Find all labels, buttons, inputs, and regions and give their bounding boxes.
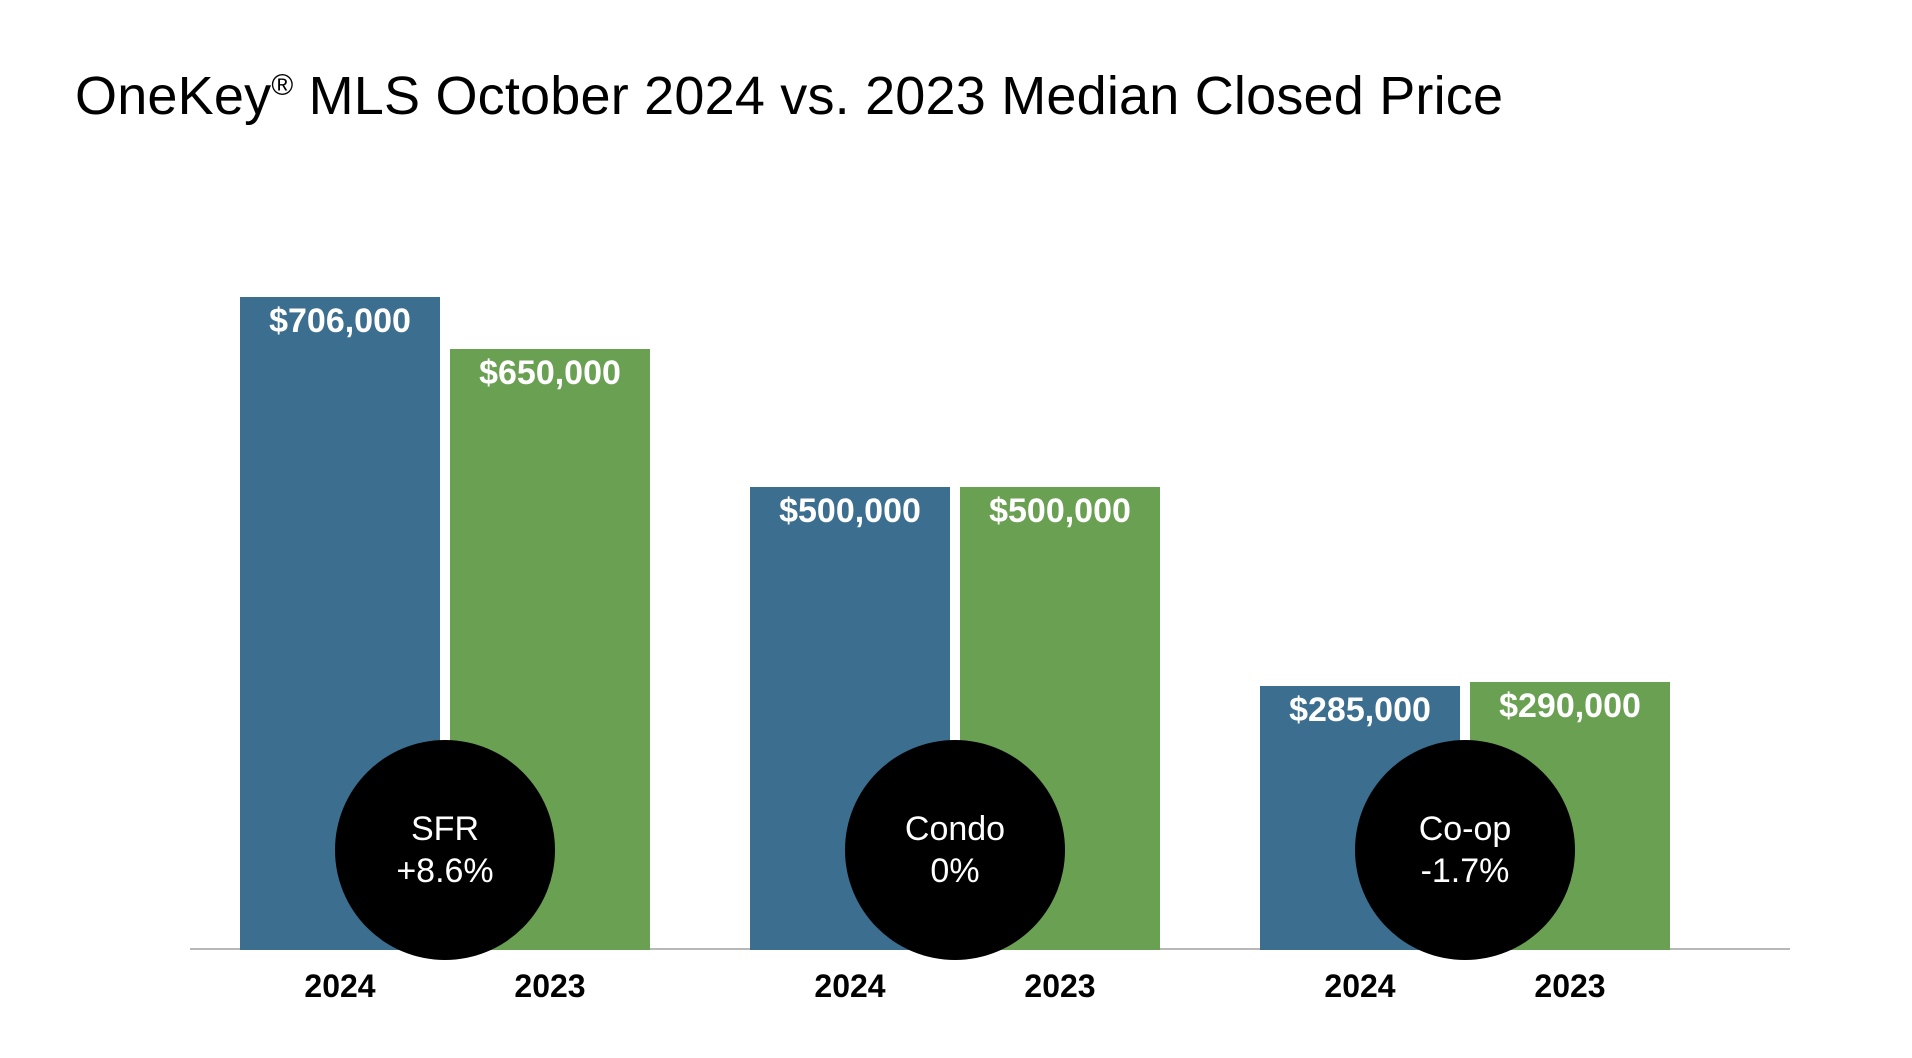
title-pre: OneKey — [75, 66, 271, 126]
badge-sfr: SFR +8.6% — [335, 740, 555, 960]
xlabel-coop-2024: 2024 — [1260, 968, 1460, 1005]
xlabel-sfr-2024: 2024 — [240, 968, 440, 1005]
bar-group-sfr: $706,000 $650,000 2024 2023 SFR +8.6% — [240, 210, 660, 950]
badge-sfr-pct: +8.6% — [396, 850, 493, 893]
xlabel-sfr-2023: 2023 — [450, 968, 650, 1005]
page: OneKey® MLS October 2024 vs. 2023 Median… — [0, 0, 1912, 1058]
xlabel-condo-2024: 2024 — [750, 968, 950, 1005]
badge-condo: Condo 0% — [845, 740, 1065, 960]
value-label-coop-2023: $290,000 — [1470, 687, 1670, 726]
bar-chart: $706,000 $650,000 2024 2023 SFR +8.6% $5… — [190, 210, 1730, 950]
page-title: OneKey® MLS October 2024 vs. 2023 Median… — [75, 65, 1503, 127]
xlabel-coop-2023: 2023 — [1470, 968, 1670, 1005]
badge-coop: Co-op -1.7% — [1355, 740, 1575, 960]
bar-group-condo: $500,000 $500,000 2024 2023 Condo 0% — [750, 210, 1170, 950]
title-post: MLS October 2024 vs. 2023 Median Closed … — [293, 66, 1503, 126]
badge-coop-pct: -1.7% — [1421, 850, 1510, 893]
value-label-coop-2024: $285,000 — [1260, 691, 1460, 730]
badge-coop-category: Co-op — [1419, 808, 1512, 851]
badge-condo-category: Condo — [905, 808, 1005, 851]
value-label-sfr-2024: $706,000 — [240, 302, 440, 341]
xlabel-condo-2023: 2023 — [960, 968, 1160, 1005]
badge-sfr-category: SFR — [411, 808, 479, 851]
value-label-condo-2023: $500,000 — [960, 492, 1160, 531]
value-label-sfr-2023: $650,000 — [450, 354, 650, 393]
badge-condo-pct: 0% — [930, 850, 979, 893]
registered-mark: ® — [271, 69, 293, 102]
bar-group-coop: $285,000 $290,000 2024 2023 Co-op -1.7% — [1260, 210, 1680, 950]
value-label-condo-2024: $500,000 — [750, 492, 950, 531]
